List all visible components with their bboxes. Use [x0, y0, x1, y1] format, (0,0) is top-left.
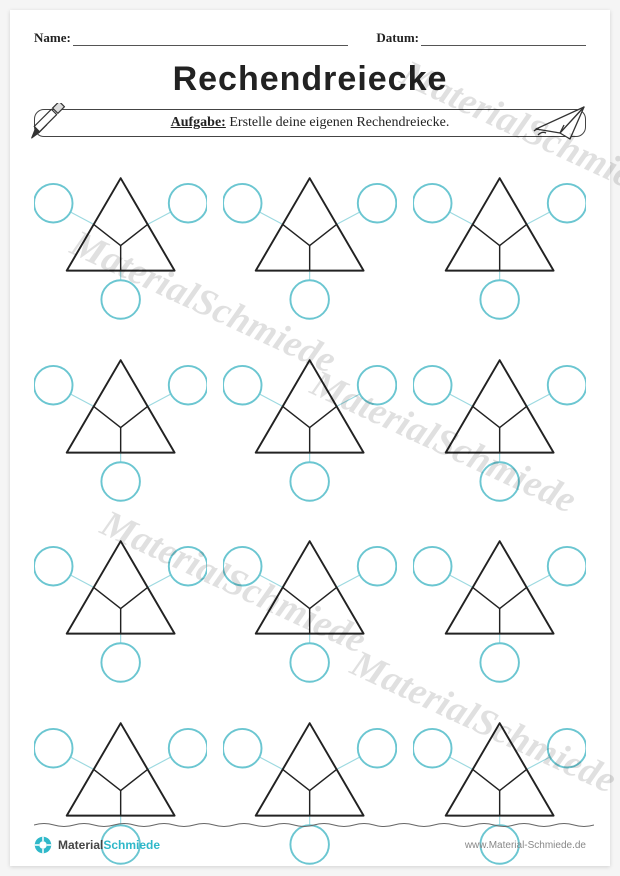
task-box: Aufgabe: Erstelle deine eigenen Rechendr… — [34, 109, 586, 137]
logo-text: MaterialSchmiede — [58, 838, 160, 852]
triangle-cell — [223, 520, 396, 684]
footer-logo: MaterialSchmiede — [34, 836, 160, 854]
footer: MaterialSchmiede www.Material-Schmiede.d… — [34, 836, 586, 854]
logo-icon — [34, 836, 52, 854]
task-label: Aufgabe: — [171, 115, 226, 130]
task-wrap: Aufgabe: Erstelle deine eigenen Rechendr… — [34, 109, 586, 137]
triangle-cell — [34, 157, 207, 321]
triangle-cell — [413, 339, 586, 503]
date-label: Datum: — [376, 30, 419, 46]
paper-plane-icon — [530, 101, 590, 143]
triangle-cell — [34, 520, 207, 684]
logo-text-a: Material — [58, 838, 103, 852]
header-row: Name: Datum: — [34, 30, 586, 46]
date-line[interactable] — [421, 32, 586, 46]
footer-url: www.Material-Schmiede.de — [465, 840, 586, 851]
footer-divider — [34, 822, 594, 828]
name-line[interactable] — [73, 32, 349, 46]
name-field: Name: — [34, 30, 348, 46]
triangle-cell — [413, 157, 586, 321]
pencil-icon — [28, 103, 84, 143]
date-field: Datum: — [376, 30, 586, 46]
logo-text-b: Schmiede — [103, 838, 160, 852]
task-text: Erstelle deine eigenen Rechendreiecke. — [229, 115, 449, 130]
worksheet-page: Name: Datum: Rechendreiecke Aufgabe: Ers… — [10, 10, 610, 866]
name-label: Name: — [34, 30, 71, 46]
triangle-cell — [413, 520, 586, 684]
triangle-cell — [223, 339, 396, 503]
triangle-cell — [223, 157, 396, 321]
page-title: Rechendreiecke — [34, 60, 586, 99]
triangle-cell — [34, 339, 207, 503]
triangle-grid — [34, 153, 586, 793]
